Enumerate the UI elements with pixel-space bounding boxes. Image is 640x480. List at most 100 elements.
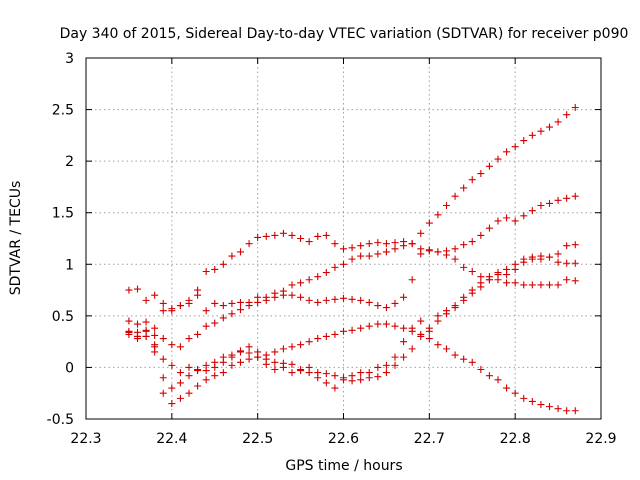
x-tick-label: 22.8 <box>500 431 531 447</box>
data-point <box>374 363 382 371</box>
data-point <box>219 302 227 310</box>
data-point <box>202 361 210 369</box>
data-point <box>400 324 408 332</box>
data-point <box>563 242 571 250</box>
data-point <box>520 394 528 402</box>
data-point <box>554 281 562 289</box>
data-point <box>237 298 244 306</box>
data-point <box>537 281 545 289</box>
data-point <box>434 211 442 219</box>
data-point <box>365 252 373 260</box>
y-tick-label: 2 <box>65 154 74 170</box>
data-point <box>537 127 545 135</box>
data-point <box>563 111 571 119</box>
x-tick-label: 22.7 <box>414 431 445 447</box>
data-point <box>503 214 511 222</box>
data-point <box>219 314 227 322</box>
data-point <box>443 345 450 353</box>
data-point <box>443 201 450 209</box>
data-point <box>331 330 339 338</box>
data-point <box>546 281 553 289</box>
data-point <box>279 291 287 299</box>
data-point <box>305 296 313 304</box>
data-point <box>451 245 459 253</box>
data-point <box>503 279 511 287</box>
data-point <box>159 389 167 397</box>
data-point <box>443 310 450 318</box>
data-point <box>176 369 184 377</box>
data-point <box>494 217 502 225</box>
grid-layer <box>86 58 601 419</box>
data-point <box>382 320 390 328</box>
data-point <box>571 277 579 285</box>
data-point <box>279 359 287 367</box>
data-point <box>374 320 382 328</box>
data-point <box>511 279 519 287</box>
data-point <box>537 401 545 409</box>
data-point <box>297 235 305 242</box>
data-point <box>357 376 365 384</box>
data-point <box>400 238 408 246</box>
data-point <box>202 322 210 330</box>
data-point <box>271 293 279 301</box>
data-point <box>288 291 296 299</box>
data-point <box>228 252 236 260</box>
data-point <box>340 327 347 335</box>
data-point <box>494 269 502 277</box>
y-tick-label: 0 <box>65 360 74 376</box>
data-point <box>468 268 476 276</box>
data-point <box>176 394 184 402</box>
data-point <box>528 397 536 405</box>
data-point <box>340 376 347 384</box>
data-point <box>237 347 244 355</box>
series-3 <box>125 192 579 351</box>
data-point <box>331 372 339 380</box>
data-point <box>305 369 313 377</box>
data-point <box>194 382 202 390</box>
data-point <box>391 322 399 330</box>
data-point <box>271 358 279 366</box>
data-point <box>168 307 176 315</box>
data-point <box>425 324 433 332</box>
data-point <box>365 374 373 382</box>
data-point <box>348 326 356 334</box>
data-point <box>211 265 219 273</box>
data-point <box>571 259 579 267</box>
y-axis-label: SDTVAR / TECUs <box>8 181 24 296</box>
data-point <box>219 369 227 377</box>
data-point <box>408 276 416 284</box>
data-point <box>314 273 322 281</box>
data-point <box>185 296 193 304</box>
data-point <box>537 255 545 263</box>
data-point <box>211 358 219 366</box>
data-point <box>322 231 330 239</box>
data-point <box>391 299 399 307</box>
data-point <box>185 335 193 343</box>
data-point <box>546 123 553 131</box>
data-point <box>546 403 553 411</box>
data-point <box>168 341 176 349</box>
data-point <box>279 229 287 237</box>
data-point <box>314 374 322 382</box>
data-point <box>245 349 253 357</box>
data-point <box>159 355 167 363</box>
y-tick-label: 1 <box>65 257 74 273</box>
series-5 <box>125 253 579 392</box>
data-point <box>417 250 425 258</box>
data-point <box>237 358 244 366</box>
data-point <box>176 302 184 310</box>
data-point <box>245 240 253 248</box>
data-point <box>425 247 433 255</box>
data-point <box>571 104 579 112</box>
data-point <box>417 229 425 237</box>
data-point <box>245 355 253 363</box>
data-point <box>400 293 408 301</box>
data-point <box>554 118 562 126</box>
data-point <box>468 358 476 366</box>
data-point <box>322 269 330 277</box>
data-point <box>468 286 476 294</box>
data-point <box>297 341 305 349</box>
data-point <box>391 245 399 253</box>
data-point <box>494 155 502 163</box>
data-point <box>408 327 416 335</box>
